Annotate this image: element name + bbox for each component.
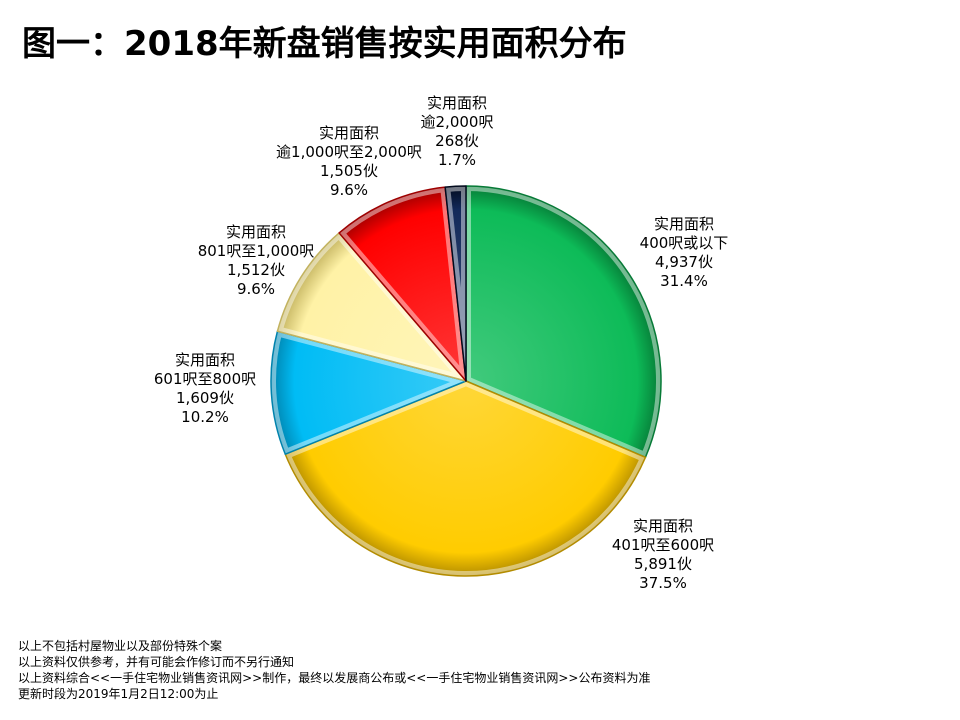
pie-slice-3 <box>276 232 467 382</box>
footnotes: 以上不包括村屋物业以及部份特殊个案 以上资料仅供参考，并有可能会作修订而不另行通… <box>18 638 650 702</box>
slice-label-name-line1: 实用面积 <box>633 517 693 535</box>
slice-labels: 实用面积400呎或以下4,937伙31.4%实用面积401呎至600呎5,891… <box>154 94 728 592</box>
slice-label-name-line1: 实用面积 <box>226 223 286 241</box>
pie-slice-4 <box>338 186 467 382</box>
slice-label-name-line2: 逾1,000呎至2,000呎 <box>276 143 422 161</box>
pie-slices <box>270 185 662 577</box>
slice-label-percent-text: 1.7% <box>438 151 476 169</box>
slice-label-name-line1: 实用面积 <box>427 94 487 112</box>
pie-slice-2 <box>270 330 467 455</box>
pie-slice-fill <box>270 331 466 455</box>
chart-title: 图一：2018年新盘销售按实用面积分布 <box>22 24 627 64</box>
pie-slice-outline <box>444 185 467 382</box>
slice-label-percent-text: 37.5% <box>639 574 687 592</box>
pie-slice-fill <box>277 232 466 381</box>
footnote-line: 更新时段为2019年1月2日12:00为止 <box>18 687 219 701</box>
pie-slice-fill <box>466 186 662 458</box>
footnote-line: 以上资料综合<<一手住宅物业销售资讯网>>制作，最终以发展商公布或<<一手住宅物… <box>18 671 651 685</box>
slice-label-percent-text: 10.2% <box>181 408 229 426</box>
slice-label-name-line2: 601呎至800呎 <box>154 370 256 388</box>
pie-slice-outline <box>338 186 467 382</box>
slice-label-name-line1: 实用面积 <box>319 124 379 142</box>
footnote-line: 以上不包括村屋物业以及部份特殊个案 <box>18 639 223 653</box>
slice-label-name-line2: 400呎或以下 <box>640 234 729 252</box>
pie-slice-outline <box>270 330 467 455</box>
pie-slice-5 <box>444 185 467 382</box>
slice-label-percent-text: 9.6% <box>330 181 368 199</box>
slice-label-percent-text: 9.6% <box>237 280 275 298</box>
footnote-line: 以上资料仅供参考，并有可能会作修订而不另行通知 <box>18 655 295 669</box>
pie-slice-fill <box>339 187 466 381</box>
slice-label-percent-text: 31.4% <box>660 272 708 290</box>
pie-slice-0 <box>465 185 662 459</box>
slice-label-name-line2: 401呎至600呎 <box>612 536 714 554</box>
slice-label-name-line2: 801呎至1,000呎 <box>198 242 315 260</box>
slice-label-count-text: 4,937伙 <box>655 253 713 271</box>
pie-slice-1 <box>284 380 647 577</box>
slice-label-count-text: 5,891伙 <box>634 555 692 573</box>
slice-label-count-text: 1,505伙 <box>320 162 378 180</box>
slice-label-count-text: 1,609伙 <box>176 389 234 407</box>
pie-slice-fill <box>285 381 646 577</box>
pie-slice-outline <box>284 380 647 577</box>
slice-label-name-line2: 逾2,000呎 <box>421 113 494 131</box>
pie-slice-outline <box>276 232 467 382</box>
pie-slice-outline <box>465 185 662 459</box>
slice-label-name-line1: 实用面积 <box>654 215 714 233</box>
slice-label-name-line1: 实用面积 <box>175 351 235 369</box>
slice-label-count-text: 268伙 <box>435 132 479 150</box>
slice-label-count-text: 1,512伙 <box>227 261 285 279</box>
